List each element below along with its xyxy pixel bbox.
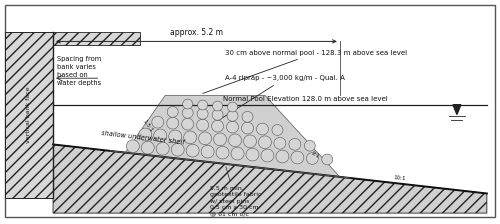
Circle shape (272, 125, 283, 136)
Circle shape (216, 146, 229, 159)
Polygon shape (126, 95, 340, 177)
Text: 1.5:1: 1.5:1 (142, 118, 154, 133)
Circle shape (228, 134, 241, 147)
Circle shape (167, 106, 178, 117)
Text: 30 cm above normal pool - 128.3 m above sea level: 30 cm above normal pool - 128.3 m above … (203, 50, 407, 93)
Circle shape (291, 151, 304, 164)
Circle shape (168, 130, 181, 143)
Polygon shape (53, 32, 141, 45)
Circle shape (242, 111, 253, 122)
Polygon shape (453, 105, 461, 114)
Polygon shape (4, 32, 53, 198)
Circle shape (258, 136, 272, 149)
Circle shape (171, 143, 184, 156)
Circle shape (154, 129, 166, 142)
Circle shape (166, 117, 178, 129)
Circle shape (182, 99, 192, 109)
Circle shape (231, 147, 244, 160)
Circle shape (182, 118, 194, 130)
Circle shape (227, 110, 238, 121)
Circle shape (198, 132, 211, 145)
Circle shape (184, 131, 196, 144)
Circle shape (142, 141, 154, 154)
Circle shape (201, 145, 214, 158)
Circle shape (186, 144, 199, 157)
Text: 10:1: 10:1 (393, 174, 406, 181)
Circle shape (139, 128, 152, 141)
Circle shape (261, 149, 274, 162)
Text: A-4 riprap - ~3,000 kg/m - Qual. A: A-4 riprap - ~3,000 kg/m - Qual. A (212, 75, 345, 124)
Circle shape (289, 138, 301, 150)
Circle shape (256, 123, 268, 135)
Text: shallow underwater shelf: shallow underwater shelf (100, 130, 184, 146)
Circle shape (242, 122, 254, 134)
Circle shape (182, 108, 193, 118)
Circle shape (212, 101, 222, 111)
Circle shape (212, 120, 224, 132)
Circle shape (196, 119, 208, 131)
Circle shape (306, 153, 318, 164)
Text: 2:1: 2:1 (310, 150, 320, 159)
Circle shape (246, 148, 259, 161)
Circle shape (212, 110, 223, 120)
Polygon shape (53, 144, 487, 213)
Circle shape (244, 135, 256, 148)
Circle shape (276, 150, 289, 163)
Circle shape (197, 108, 208, 119)
Circle shape (156, 142, 169, 155)
Circle shape (198, 100, 207, 110)
Circle shape (228, 102, 237, 112)
Circle shape (322, 154, 333, 165)
Circle shape (274, 137, 286, 149)
Circle shape (126, 140, 140, 153)
Circle shape (152, 116, 164, 128)
Text: Normal Pool Elevation 128.0 m above sea level: Normal Pool Elevation 128.0 m above sea … (222, 96, 388, 102)
Text: 5.5 m min.
geotextile fabric
w/ steel pins
0.5 cm x 30 cm
@ 61 cm o/c: 5.5 m min. geotextile fabric w/ steel pi… (210, 167, 262, 216)
Circle shape (214, 133, 226, 146)
Circle shape (226, 121, 238, 133)
Text: vertical bank face: vertical bank face (26, 87, 30, 143)
Text: Spacing from
bank varies
based on
water depths: Spacing from bank varies based on water … (56, 56, 101, 86)
Text: approx. 5.2 m: approx. 5.2 m (170, 28, 223, 37)
Circle shape (304, 140, 316, 151)
